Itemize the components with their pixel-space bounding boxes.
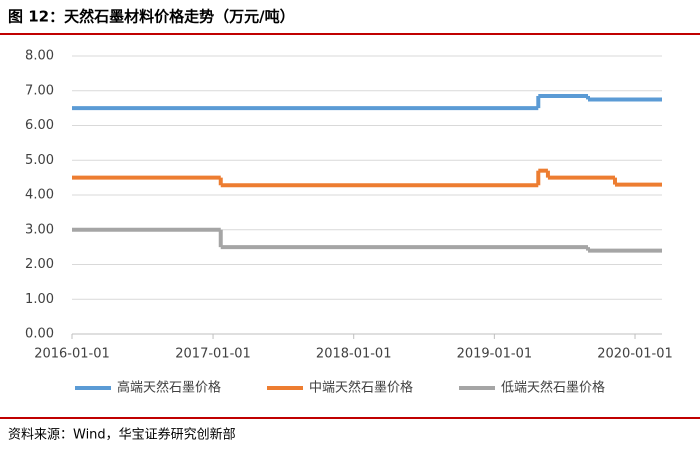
x-tick-label: 2017-01-01 bbox=[175, 347, 251, 362]
legend-label: 低端天然石墨价格 bbox=[501, 380, 605, 396]
x-tick-label: 2019-01-01 bbox=[457, 347, 533, 362]
x-tick-label: 2018-01-01 bbox=[316, 347, 392, 362]
y-tick-label: 6.00 bbox=[25, 118, 54, 133]
y-tick-label: 4.00 bbox=[25, 188, 54, 203]
y-tick-label: 2.00 bbox=[25, 257, 54, 272]
y-tick-label: 5.00 bbox=[25, 153, 54, 168]
y-tick-label: 3.00 bbox=[25, 222, 54, 237]
x-tick-label: 2020-01-01 bbox=[597, 347, 673, 362]
y-tick-label: 0.00 bbox=[25, 327, 54, 342]
source: 资料来源：Wind，华宝证券研究创新部 bbox=[8, 427, 236, 443]
chart-title: 图 12：天然石墨材料价格走势（万元/吨） bbox=[8, 8, 295, 26]
legend-label: 中端天然石墨价格 bbox=[309, 380, 413, 396]
y-tick-label: 1.00 bbox=[25, 292, 54, 307]
x-tick-label: 2016-01-01 bbox=[34, 347, 110, 362]
legend-label: 高端天然石墨价格 bbox=[117, 380, 221, 396]
y-tick-label: 8.00 bbox=[25, 49, 54, 64]
y-tick-label: 7.00 bbox=[25, 83, 54, 98]
